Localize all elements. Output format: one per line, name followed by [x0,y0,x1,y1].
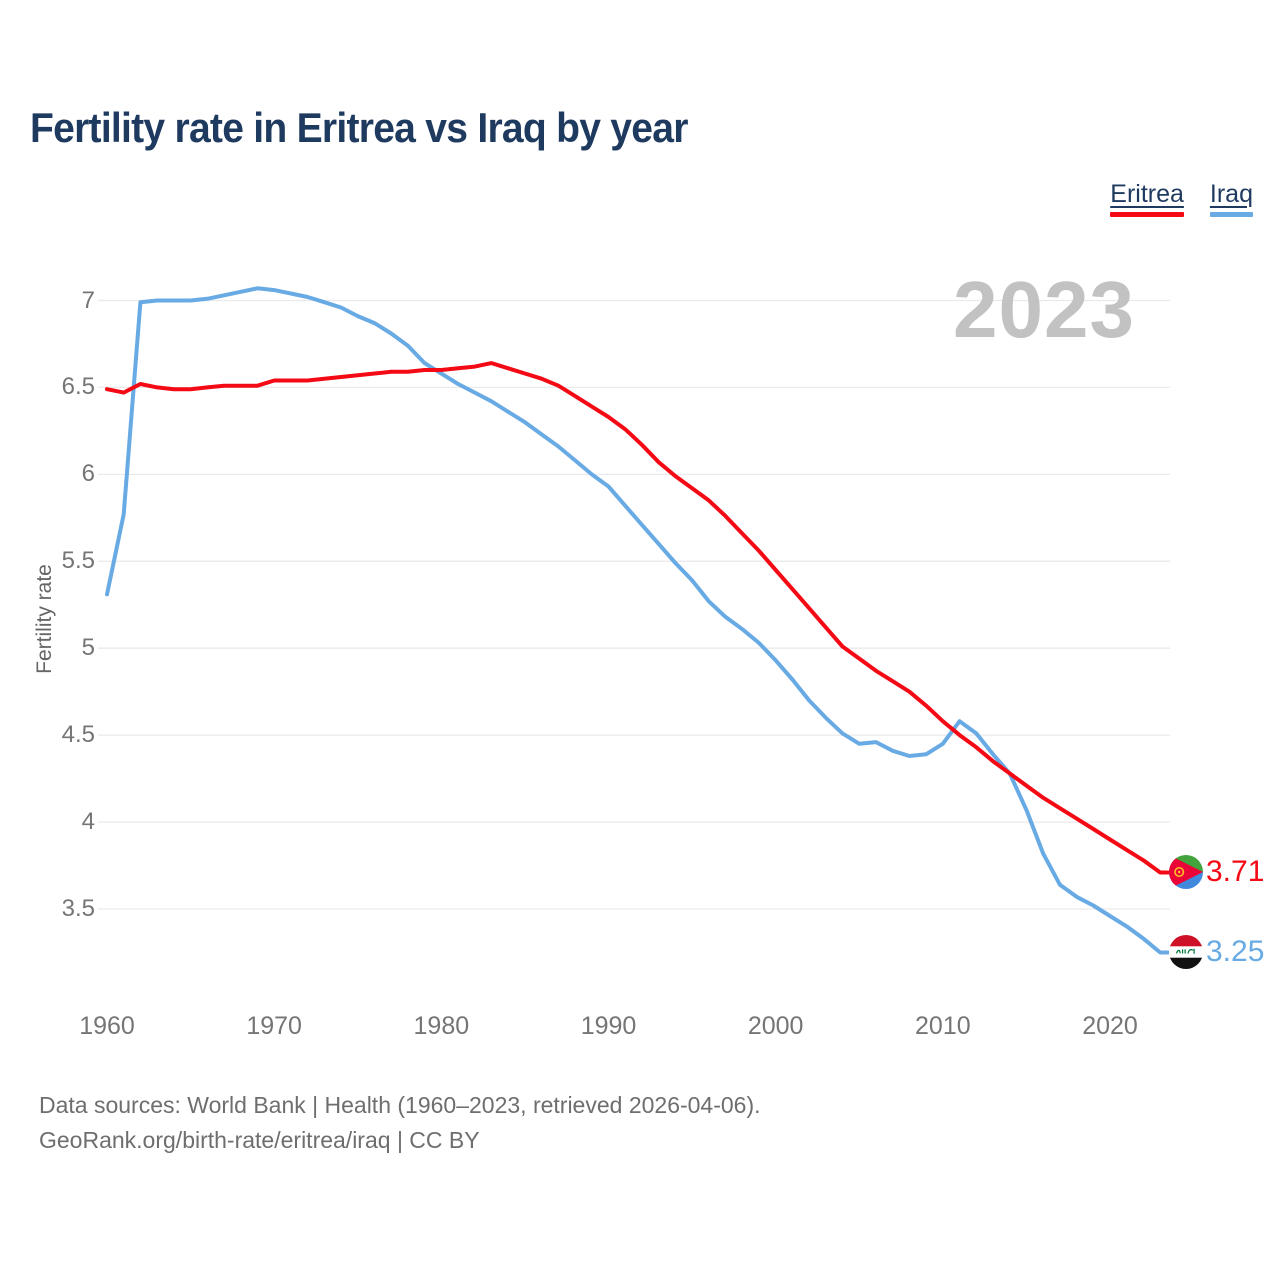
x-tick-label: 1970 [246,1012,302,1040]
watermark-year: 2023 [953,265,1135,354]
eritrea-line [105,361,1170,875]
x-tick-label: 2010 [915,1012,971,1040]
y-tick-label: 6 [81,460,95,488]
eritrea-flag-icon [1169,855,1203,889]
y-tick-label: 7 [81,286,95,314]
y-tick-label: 3.5 [61,895,95,922]
x-tick-label: 1980 [413,1012,470,1040]
x-tick-label: 2000 [747,1012,804,1040]
iraq-line [105,286,1170,955]
legend-swatch-eritrea [1110,211,1184,217]
footer-attribution-line: GeoRank.org/birth-rate/eritrea/iraq | CC… [39,1127,480,1153]
iraq-end-value: 3.25 [1206,935,1265,968]
y-tick-label: 6.5 [61,373,95,401]
legend-swatch-iraq [1209,211,1253,217]
legend-label-eritrea: Eritrea [1110,180,1184,208]
legend: Eritrea Iraq [1110,180,1253,217]
x-tick-label: 1960 [79,1012,135,1040]
legend-item-iraq[interactable]: Iraq [1209,180,1253,217]
footer-source-line: Data sources: World Bank | Health (1960–… [39,1092,761,1118]
x-tick-label: 1990 [580,1012,637,1040]
y-tick-label: 5 [81,634,95,662]
y-tick-label: 4.5 [61,721,95,749]
legend-label-iraq: Iraq [1209,180,1253,208]
x-tick-label: 2020 [1082,1012,1138,1040]
legend-item-eritrea[interactable]: Eritrea [1110,180,1184,217]
y-tick-label: 4 [81,808,95,836]
y-tick-label: 5.5 [61,547,95,575]
eritrea-end-value: 3.71 [1206,855,1265,888]
gridlines [98,299,1170,910]
footer: Data sources: World Bank | Health (1960–… [39,1088,761,1158]
iraq-flag-icon [1169,935,1203,969]
page-title: Fertility rate in Eritrea vs Iraq by yea… [30,104,688,151]
